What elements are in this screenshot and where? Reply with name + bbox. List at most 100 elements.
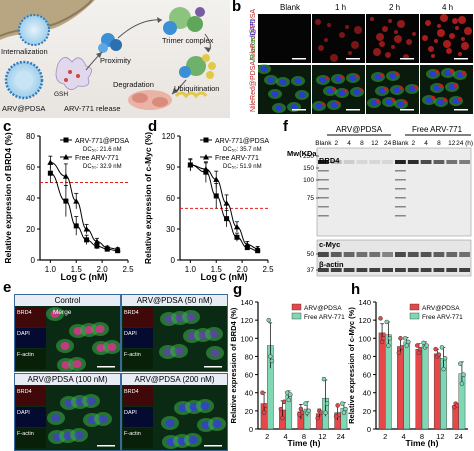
band-cmyc	[433, 252, 445, 257]
lane-label: 4	[347, 140, 351, 147]
data-point	[84, 237, 90, 243]
mw-marker: 37	[307, 267, 315, 274]
mw-marker: 100	[303, 177, 314, 184]
label-arv771-release: ARV-771 release	[64, 104, 121, 113]
data-point	[343, 406, 348, 412]
chart-d-cmyc-dose: 0 30 60 90 120 1.0 1.5 2.0 2.5 Log C (nM) Relative…	[143, 132, 274, 282]
lane-label: 8	[360, 140, 364, 147]
if-image-3: ARV@PDSA (200 nM) BRD4 DAPI F-actin	[121, 373, 228, 451]
legend-item-dc50: DC₅₀: 51.9 nM	[223, 164, 262, 170]
x-tick-label: 24	[455, 432, 463, 441]
channel-label-brd4: BRD4	[124, 389, 139, 395]
data-point	[268, 354, 273, 359]
x-tick-label: 1.5	[71, 265, 83, 274]
y-tick-label: 140	[240, 298, 253, 307]
x-axis-label: Time (h)	[288, 438, 321, 448]
y-tick-label: 60	[245, 371, 253, 380]
data-point	[286, 397, 291, 403]
col-label-4h: 4 h	[442, 3, 454, 12]
panel-label-e: e	[3, 279, 12, 296]
band-label-beta-actin: β-actin	[319, 260, 344, 269]
lane-label: 12	[371, 140, 379, 147]
data-point	[213, 176, 220, 182]
mw-marker: 50	[307, 251, 315, 258]
label-gsh: GSH	[54, 91, 68, 98]
band-brd4	[433, 160, 445, 164]
data-point	[288, 392, 293, 397]
legend-item-dc50: DC₅₀: 35.7 nM	[223, 147, 262, 153]
band-beta-actin	[395, 268, 406, 272]
data-point	[442, 355, 448, 361]
y-tick-label: 60	[166, 194, 175, 203]
mw-marker: 75	[307, 195, 315, 202]
data-point	[224, 216, 230, 222]
scale-bar	[97, 445, 115, 447]
legend: ARV-771@PDSA DC₅₀: 21.6 nM Free ARV-771 DC₅…	[60, 137, 129, 170]
data-point	[187, 161, 194, 168]
lane-label: 24	[384, 140, 392, 147]
series-line	[50, 172, 118, 252]
band-brd4	[446, 160, 458, 164]
data-point	[213, 193, 219, 199]
band-cmyc	[420, 252, 432, 257]
bar	[421, 345, 429, 430]
panel-label-c: c	[3, 118, 12, 135]
channel-label-factin: F-actin	[124, 431, 141, 437]
band-label-brd4: BRD4	[319, 156, 340, 165]
y-tick-label: 90	[166, 163, 175, 172]
legend-item: ARV@PDSA	[422, 305, 460, 312]
data-point	[278, 406, 284, 412]
data-point	[461, 372, 466, 377]
data-point	[458, 361, 463, 366]
y-tick-label: 80	[245, 352, 253, 361]
data-point	[233, 223, 240, 230]
microscopy-tiles	[258, 14, 473, 114]
series-arv-pdsa	[47, 163, 121, 254]
lane-label: 4	[424, 140, 428, 147]
data-point	[254, 245, 261, 252]
y-tick-label: 120	[358, 316, 371, 325]
trimer-complex-icon	[163, 7, 205, 35]
data-point	[396, 350, 402, 356]
data-point	[303, 401, 308, 406]
channel-label-dapi: DAPI	[124, 331, 137, 337]
series-free-arv771	[47, 155, 121, 252]
col-label-1h: 1 h	[335, 3, 347, 12]
x-tick-label: 12	[318, 432, 326, 441]
label-internalization: Internalization	[1, 47, 48, 56]
data-point	[424, 343, 429, 348]
data-point	[104, 244, 111, 251]
data-point	[223, 200, 230, 206]
band-cmyc	[369, 252, 381, 257]
col-label-2h: 2 h	[389, 3, 401, 12]
x-tick-label: 1.5	[211, 265, 223, 274]
group-label-free-arv771: Free ARV-771	[412, 125, 463, 134]
data-point	[306, 408, 311, 414]
data-point	[47, 159, 54, 165]
if-image-title: Control	[15, 295, 120, 306]
panel-a-schematic: Internalization Proximity Trimer complex…	[0, 0, 230, 118]
x-tick-label: 4	[284, 432, 288, 441]
y-tick-label: 140	[358, 298, 371, 307]
band-beta-actin	[382, 268, 393, 272]
scale-bar	[97, 366, 115, 368]
y-tick-label: 80	[26, 132, 35, 141]
panel-b-microscopy: Blank 1 h 2 h 4 h NileRed@PDSA NileRed@P…	[245, 0, 474, 116]
if-image-2: ARV@PDSA (100 nM) BRD4 DAPI F-actin	[14, 373, 121, 451]
band-cmyc	[407, 252, 419, 257]
mw-label: Mw(KDa)	[287, 149, 320, 158]
y-tick-label: 20	[26, 225, 35, 234]
ubiquitin-chain-icon	[174, 91, 208, 99]
data-point	[324, 401, 330, 406]
if-image-title: ARV@PDSA (100 nM)	[15, 374, 120, 385]
legend-item-dc50: DC₅₀: 21.6 nM	[83, 147, 122, 153]
if-image-1: ARV@PDSA (50 nM) BRD4 DAPI F-actin	[121, 294, 228, 372]
lane-label: 12	[448, 140, 456, 147]
y-tick-label: 80	[363, 352, 371, 361]
data-point	[379, 339, 385, 345]
band-cmyc	[395, 252, 406, 257]
band-brd4	[343, 160, 355, 164]
legend-item-name: ARV-771@PDSA	[215, 138, 269, 145]
